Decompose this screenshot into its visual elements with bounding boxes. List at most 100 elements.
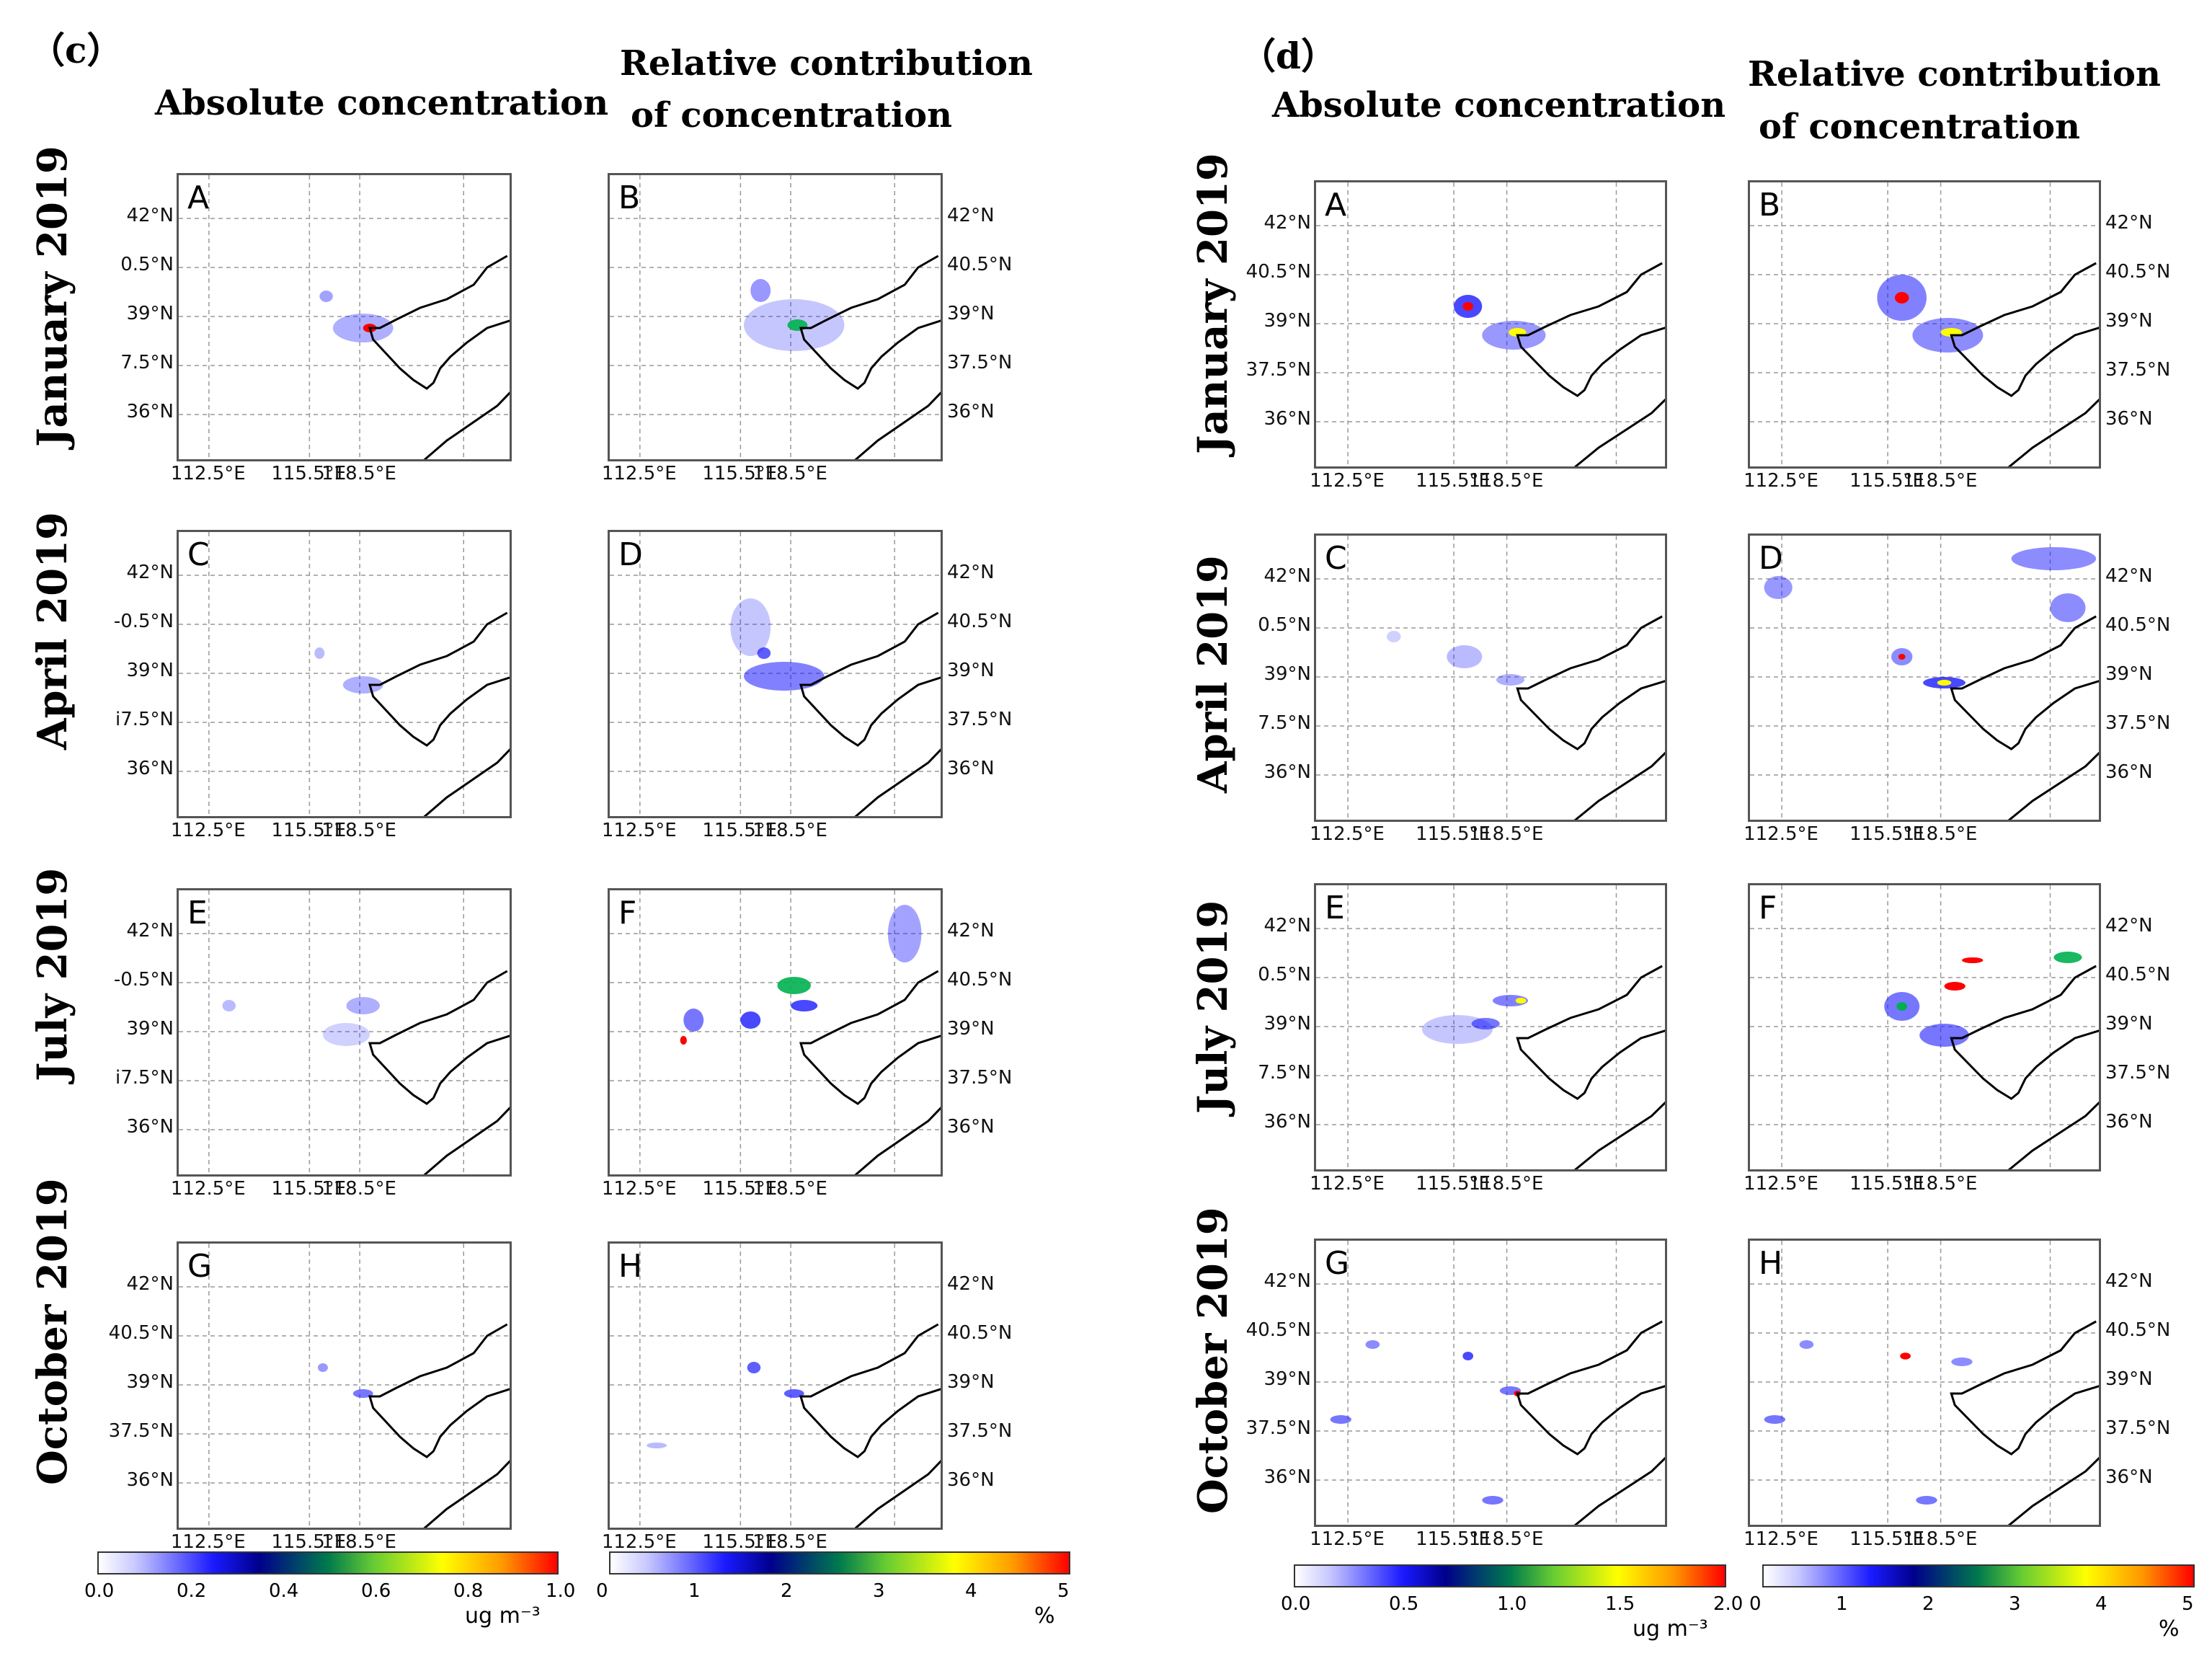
map-canvas (1316, 1241, 1665, 1525)
colorbar-tick-label: 0.0 (84, 1580, 115, 1602)
concentration-plume (1764, 1415, 1785, 1424)
concentration-plume (1515, 998, 1527, 1004)
lat-tick-label: 39°N (2105, 1368, 2153, 1390)
map-panel-c-h: H (608, 1241, 943, 1530)
section-c-relative-header-2: of concentration (631, 95, 953, 136)
lat-tick-label: i7.5°N (115, 709, 174, 730)
colorbar-unit-label: ug m⁻³ (1633, 1616, 1708, 1642)
lon-tick-label: 115.5°E (1849, 1528, 1924, 1550)
lon-tick-label: 118.5°E (752, 1178, 827, 1200)
colorbar-tick-label: 5 (1057, 1580, 1070, 1602)
panel-letter: E (1325, 890, 1345, 926)
coastline (423, 1107, 510, 1174)
lon-tick-label: 115.5°E (702, 1178, 778, 1200)
lat-tick-label: 40.5°N (947, 969, 1013, 991)
colorbar-tick-label: 0.8 (453, 1580, 484, 1602)
coastline (423, 748, 510, 816)
lon-tick-label: 115.5°E (1416, 1173, 1491, 1195)
coastline (1573, 1101, 1665, 1169)
lat-tick-label: 0.5°N (1258, 964, 1311, 985)
lon-tick-label: 112.5°E (1744, 1528, 1818, 1550)
colorbar-d-relative (1762, 1564, 2195, 1587)
row-label-july-c: July 2019 (29, 867, 76, 1081)
colorbar-tick-label: 2 (1922, 1593, 1935, 1615)
concentration-plume (757, 647, 771, 659)
lat-tick-label: 40.5°N (947, 254, 1013, 275)
lon-tick-label: 112.5°E (601, 463, 677, 484)
lat-tick-label: 40.5°N (947, 1322, 1013, 1344)
lat-tick-label: 37.5°N (108, 1420, 174, 1442)
lat-tick-label: 42°N (126, 205, 174, 226)
coastline (1950, 1320, 2099, 1456)
coastline (799, 254, 941, 390)
lat-tick-label: 0.5°N (120, 254, 174, 275)
colorbar-tick-label: 4 (965, 1580, 977, 1602)
lat-tick-label: 42°N (1263, 212, 1311, 234)
lon-tick-label: 118.5°E (1468, 1173, 1544, 1195)
colorbar-tick-label: 3 (873, 1580, 885, 1602)
lat-tick-label: 7.5°N (1258, 712, 1311, 734)
map-canvas (610, 175, 941, 459)
map-panel-d-f: F (1748, 883, 2101, 1171)
section-d-label: （d） (1240, 35, 1337, 77)
colorbar-tick-label: 5 (2182, 1593, 2194, 1615)
map-panel-d-g: G (1314, 1239, 1667, 1527)
concentration-plume (1482, 1496, 1503, 1505)
concentration-plume (1764, 576, 1793, 599)
panel-letter: D (618, 536, 643, 573)
coastline (799, 970, 941, 1105)
colorbar-tick-label: 0.5 (1389, 1593, 1419, 1615)
row-label-october-d: October 2019 (1189, 1207, 1237, 1514)
coastline (2007, 751, 2099, 820)
concentration-plume (1365, 1340, 1380, 1349)
colorbar-tick-label: 4 (2095, 1593, 2107, 1615)
lat-tick-label: 37.5°N (947, 709, 1013, 730)
section-d-relative-header-2: of concentration (1759, 107, 2081, 147)
coastline (1950, 965, 2099, 1100)
lon-tick-label: 112.5°E (1310, 1173, 1385, 1195)
concentration-plume (750, 279, 771, 302)
lat-tick-label: 37.5°N (2105, 1417, 2171, 1439)
concentration-plume (222, 1000, 236, 1011)
lat-tick-label: 42°N (1263, 565, 1311, 587)
panel-letter: F (1759, 890, 1777, 926)
map-canvas (1316, 536, 1665, 820)
map-panel-d-a: A (1314, 180, 1667, 469)
concentration-plume (747, 1362, 761, 1373)
lat-tick-label: 42°N (126, 1273, 174, 1295)
lat-tick-label: 36°N (1263, 1111, 1311, 1133)
panel-letter: G (187, 1248, 213, 1285)
concentration-plume (1900, 1352, 1911, 1360)
lat-tick-label: -0.5°N (113, 611, 174, 632)
concentration-plume (1896, 1002, 1908, 1011)
lat-tick-label: 37.5°N (2105, 712, 2171, 734)
map-canvas (179, 890, 510, 1174)
lat-tick-label: 36°N (1263, 761, 1311, 783)
coastline (799, 1323, 941, 1458)
lon-tick-label: 112.5°E (1744, 1173, 1818, 1195)
section-c-label: （c） (29, 29, 123, 71)
map-panel-c-a: A (177, 173, 512, 461)
lat-tick-label: 37.5°N (2105, 1062, 2171, 1084)
lon-tick-label: 118.5°E (321, 1531, 396, 1553)
row-label-april-d: April 2019 (1189, 554, 1237, 793)
lat-tick-label: 40.5°N (2105, 1319, 2171, 1341)
coastline (2007, 1101, 2099, 1169)
lon-tick-label: 115.5°E (1416, 823, 1491, 845)
lon-tick-label: 112.5°E (1310, 823, 1385, 845)
lat-tick-label: 37.5°N (947, 352, 1013, 373)
lat-tick-label: 42°N (947, 562, 995, 583)
map-canvas (179, 175, 510, 459)
coastline (1573, 751, 1665, 820)
map-canvas (610, 532, 941, 816)
concentration-plume (783, 1389, 804, 1398)
lat-tick-label: 39°N (2105, 1013, 2153, 1035)
lat-tick-label: 42°N (2105, 565, 2153, 587)
concentration-plume (1387, 631, 1401, 642)
lat-tick-label: 36°N (1263, 1466, 1311, 1488)
lat-tick-label: 39°N (1263, 1368, 1311, 1390)
lon-tick-label: 115.5°E (271, 1531, 347, 1553)
concentration-plume (2053, 952, 2082, 963)
colorbar-c-absolute (97, 1551, 559, 1574)
lat-tick-label: 36°N (126, 1469, 174, 1491)
